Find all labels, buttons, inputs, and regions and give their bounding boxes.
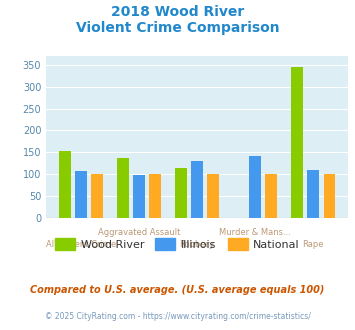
Bar: [175, 168, 187, 218]
Text: 2018 Wood River: 2018 Wood River: [111, 5, 244, 19]
Text: Compared to U.S. average. (U.S. average equals 100): Compared to U.S. average. (U.S. average …: [30, 285, 325, 295]
Bar: [266, 174, 277, 218]
Bar: [307, 170, 319, 218]
Bar: [291, 67, 303, 218]
Text: Violent Crime Comparison: Violent Crime Comparison: [76, 21, 279, 35]
Bar: [117, 158, 129, 218]
Bar: [249, 156, 261, 218]
Bar: [92, 174, 103, 218]
Text: Rape: Rape: [302, 241, 324, 249]
Text: © 2025 CityRating.com - https://www.cityrating.com/crime-statistics/: © 2025 CityRating.com - https://www.city…: [45, 312, 310, 321]
Text: Robbery: Robbery: [180, 241, 214, 249]
Text: Murder & Mans...: Murder & Mans...: [219, 227, 291, 237]
Text: All Violent Crime: All Violent Crime: [46, 241, 116, 249]
Bar: [191, 161, 203, 218]
Bar: [75, 171, 87, 218]
Bar: [149, 174, 161, 218]
Bar: [207, 174, 219, 218]
Bar: [59, 151, 71, 218]
Legend: Wood River, Illinois, National: Wood River, Illinois, National: [51, 234, 304, 254]
Bar: [133, 176, 145, 218]
Text: Aggravated Assault: Aggravated Assault: [98, 227, 180, 237]
Bar: [323, 174, 335, 218]
